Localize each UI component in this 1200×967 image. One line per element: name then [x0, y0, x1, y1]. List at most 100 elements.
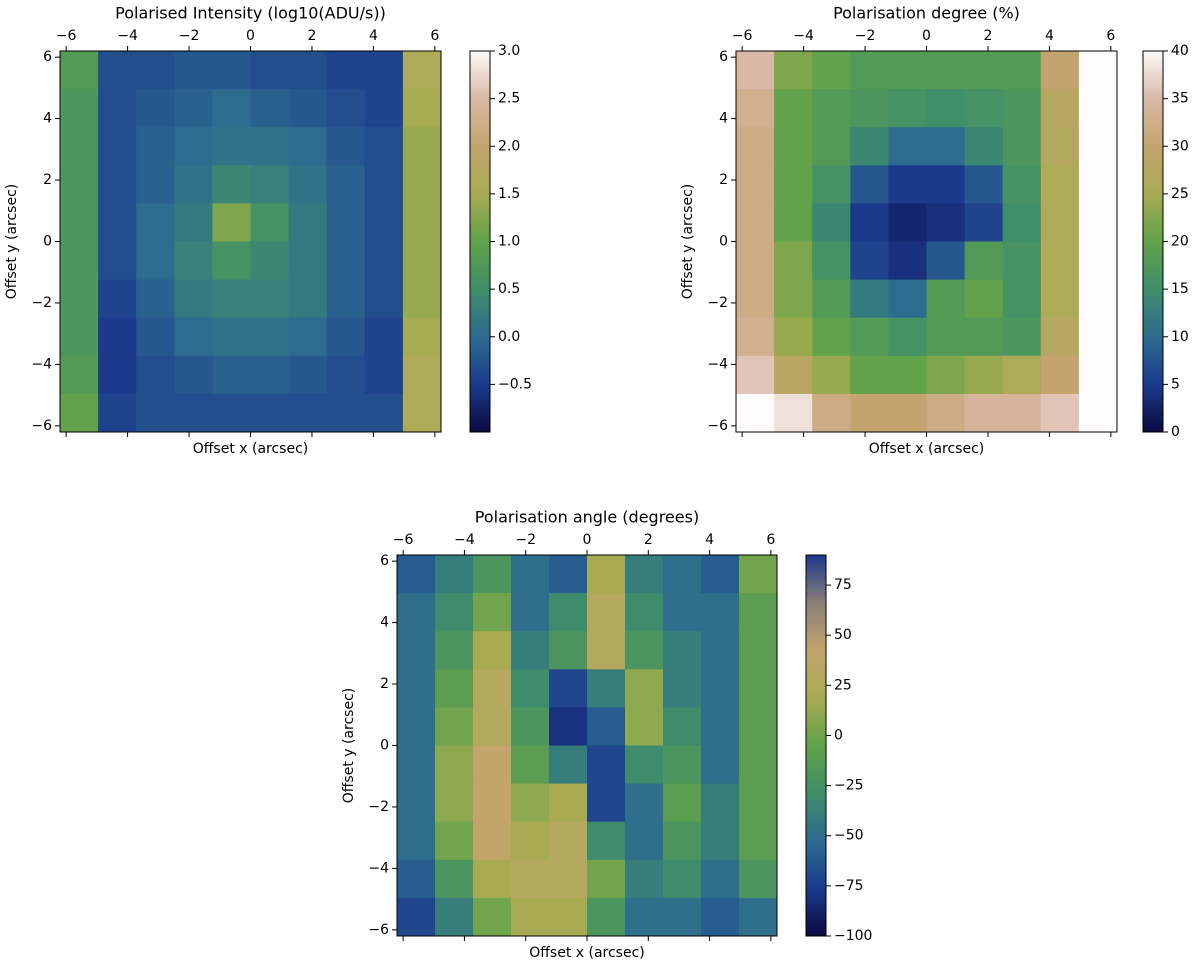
heatmap-cell [964, 317, 1004, 357]
heatmap-cell [136, 317, 175, 357]
x-tick-label: −6 [56, 28, 77, 44]
heatmap-cell [60, 355, 99, 395]
heatmap-cell [98, 127, 137, 166]
heatmap-cell [98, 165, 137, 204]
heatmap-cell [402, 51, 442, 90]
x-axis-label: Offset x (arcsec) [869, 441, 985, 457]
heatmap-cell [888, 355, 927, 395]
y-tick-label: 0 [43, 234, 52, 250]
heatmap-cell [587, 897, 626, 937]
x-tick-label: 0 [922, 28, 931, 44]
y-tick-label: −4 [707, 356, 728, 372]
heatmap-cell [663, 555, 702, 594]
heatmap-cell [850, 203, 889, 242]
heatmap-cell [1040, 89, 1080, 128]
heatmap-cell [326, 203, 366, 242]
x-tick-label: 2 [983, 28, 992, 44]
colorbar-tick-label: 1.0 [498, 234, 520, 250]
heatmap-cell [850, 355, 889, 395]
heatmap-cell [812, 127, 851, 166]
heatmap-cell [812, 279, 851, 319]
x-tick-label: 0 [246, 28, 255, 44]
heatmap-cell [250, 279, 290, 319]
heatmap-cell [250, 89, 290, 128]
heatmap-cell [964, 165, 1004, 204]
heatmap-cell [1002, 51, 1042, 90]
heatmap-cell [174, 203, 213, 242]
heatmap-cell [364, 241, 404, 281]
y-tick-label: 0 [719, 234, 728, 250]
heatmap-cell [136, 203, 175, 242]
heatmap-cell [736, 317, 775, 357]
heatmap-cell [926, 393, 966, 433]
heatmap-cell [174, 165, 213, 204]
heatmap-cell [326, 279, 366, 319]
heatmap-cell [1040, 355, 1080, 395]
heatmap-cell [136, 355, 175, 395]
heatmap-cell [435, 707, 474, 746]
heatmap-cell [136, 89, 175, 128]
heatmap-cell [397, 669, 436, 708]
heatmap-cell [964, 393, 1004, 433]
heatmap-cell [926, 51, 966, 90]
heatmap-cell [701, 593, 740, 632]
colorbar-tick-label: 0.0 [498, 329, 520, 345]
heatmap-cell [397, 555, 436, 594]
heatmap-cell [402, 165, 442, 204]
heatmap-cell [402, 203, 442, 242]
heatmap-cell [511, 859, 550, 899]
heatmap-cell [587, 783, 626, 823]
heatmap-cell [850, 89, 889, 128]
heatmap-cell [739, 783, 778, 823]
heatmap-cell [549, 593, 588, 632]
heatmap-cell [397, 821, 436, 861]
heatmap-cell [701, 783, 740, 823]
heatmap-cell [473, 897, 512, 937]
heatmap-cell [60, 393, 99, 433]
heatmap-cell [964, 355, 1004, 395]
heatmap-cell [625, 669, 664, 708]
heatmap-cell [212, 89, 251, 128]
heatmap-cell [250, 127, 290, 166]
heatmap-cell [812, 89, 851, 128]
heatmap-cell [850, 317, 889, 357]
chart-title: Polarised Intensity (log10(ADU/s)) [115, 4, 386, 23]
colorbar-tick-label: 3.0 [498, 43, 520, 59]
heatmap-cell [926, 317, 966, 357]
heatmap-cell [1002, 203, 1042, 242]
heatmap-cell [774, 279, 813, 319]
heatmap-cell [60, 89, 99, 128]
heatmap-cell [774, 317, 813, 357]
heatmap-cell [1002, 241, 1042, 281]
heatmap-cell [402, 241, 442, 281]
heatmap-cell [888, 165, 927, 204]
x-tick-label: 4 [369, 28, 378, 44]
x-tick-label: −6 [732, 28, 753, 44]
heatmap-cell [397, 859, 436, 899]
heatmap-cell [511, 631, 550, 670]
heatmap-cell [587, 821, 626, 861]
heatmap-cell [587, 593, 626, 632]
heatmap-cell [60, 127, 99, 166]
heatmap-cell [136, 393, 175, 433]
heatmap-cell [98, 89, 137, 128]
heatmap-cell [812, 51, 851, 90]
heatmap-cell [701, 745, 740, 785]
y-tick-label: 2 [380, 676, 389, 692]
heatmap-cell [174, 279, 213, 319]
heatmap-cell [888, 317, 927, 357]
heatmap-cell [288, 393, 328, 433]
heatmap-cell [549, 631, 588, 670]
heatmap-cell [1002, 355, 1042, 395]
heatmap-cell [326, 355, 366, 395]
y-axis-label: Offset y (arcsec) [4, 184, 20, 300]
heatmap-cell [174, 241, 213, 281]
heatmap-cell [212, 317, 251, 357]
heatmap-cell [888, 241, 927, 281]
x-tick-label: 2 [307, 28, 316, 44]
heatmap-cell [174, 51, 213, 90]
heatmap-cell [326, 317, 366, 357]
heatmap-cell [402, 317, 442, 357]
heatmap-cell [663, 593, 702, 632]
x-tick-label: 2 [644, 532, 653, 548]
